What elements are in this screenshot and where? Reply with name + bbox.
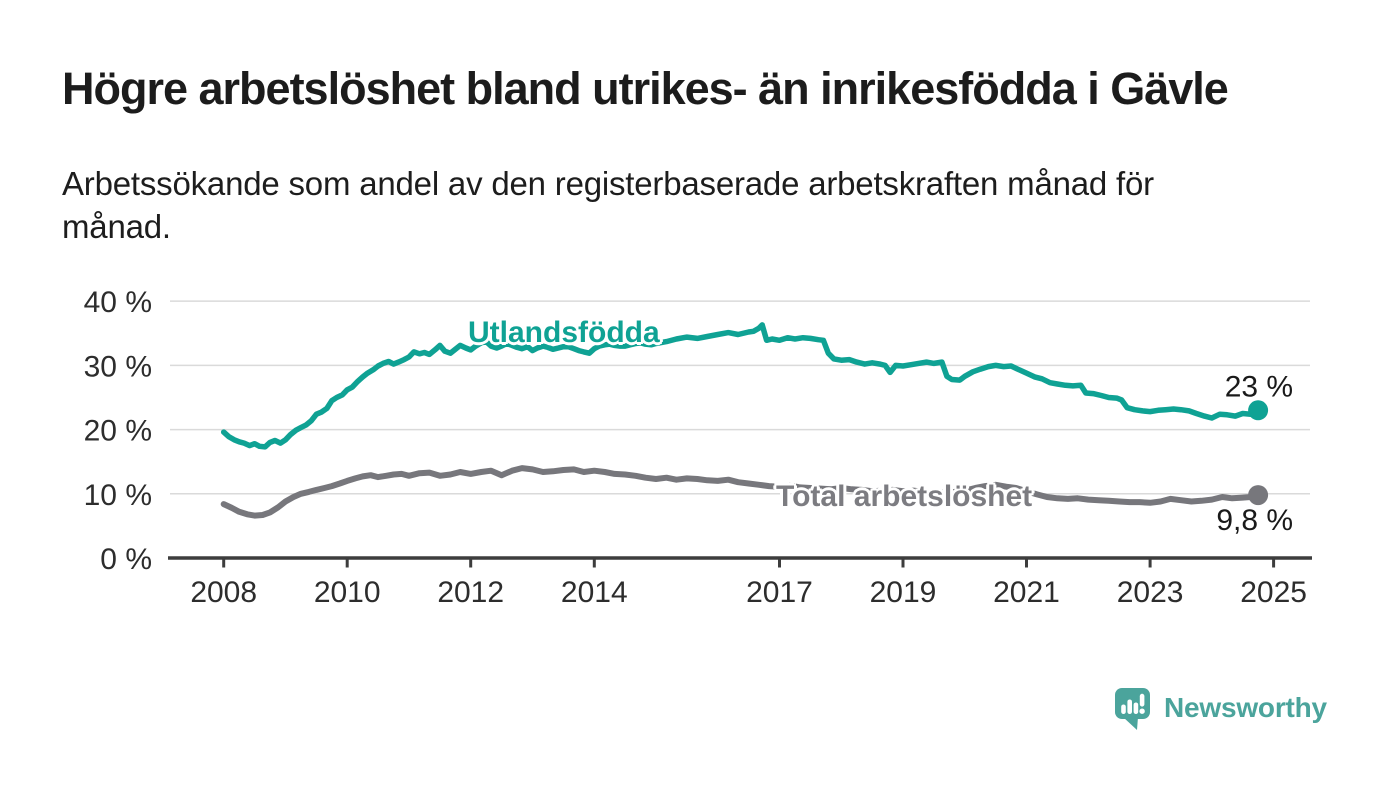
newsworthy-logo-text: Newsworthy (1164, 692, 1327, 723)
x-tick-label: 2012 (437, 576, 504, 609)
x-tick-label: 2019 (870, 576, 937, 609)
chart-title: Högre arbetslöshet bland utrikes- än inr… (62, 63, 1229, 114)
series-line-total (220, 465, 1262, 519)
end-value-label-utlandsfodda: 23 % (1225, 370, 1293, 403)
x-tick-label: 2017 (746, 576, 813, 609)
subtitle-line-2: månad. (62, 208, 171, 245)
y-tick-label: 20 % (84, 415, 152, 448)
x-tick-label: 2010 (314, 576, 381, 609)
chart-subtitle: Arbetssökande som andel av den registerb… (62, 162, 1154, 248)
y-tick-label: 0 % (100, 543, 152, 576)
series-line-utlandsfodda (220, 322, 1261, 450)
series-label-utlandsfodda: Utlandsfödda (468, 316, 660, 349)
x-tick-label: 2008 (190, 576, 257, 609)
end-dot-total (1248, 485, 1269, 506)
newsworthy-logo-icon (1115, 688, 1150, 730)
y-tick-label: 30 % (84, 350, 152, 383)
end-dot-utlandsfodda (1248, 400, 1269, 421)
subtitle-line-1: Arbetssökande som andel av den registerb… (62, 165, 1154, 202)
x-tick-label: 2023 (1117, 576, 1184, 609)
series-label-total-arbetsloshet: Total arbetslöshet (776, 480, 1033, 513)
x-tick-label: 2021 (993, 576, 1060, 609)
end-value-label-total: 9,8 % (1216, 504, 1293, 537)
x-tick-label: 2025 (1240, 576, 1307, 609)
y-tick-label: 10 % (84, 479, 152, 512)
x-tick-label: 2014 (561, 576, 628, 609)
newsworthy-logo: Newsworthy (1115, 688, 1327, 731)
y-tick-label: 40 % (84, 286, 152, 319)
